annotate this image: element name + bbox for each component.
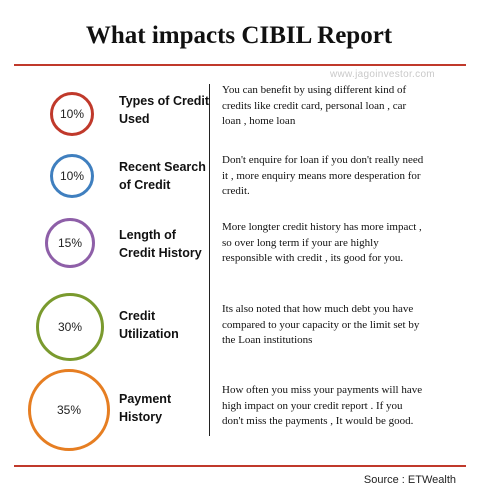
factor-payment-circle: 35% [28, 369, 110, 451]
factor-search-description: Don't enquire for loan if you don't real… [222, 154, 424, 197]
factor-types-label: Types of Credit Used [119, 94, 210, 126]
top-divider [14, 64, 466, 66]
bottom-divider [14, 465, 466, 467]
vertical-divider [209, 84, 210, 436]
factor-utilization-percent: 30% [57, 320, 83, 334]
source-credit: Source : ETWealth [363, 474, 456, 486]
factor-search-label: Recent Search of Credit [119, 160, 206, 192]
factor-search-circle: 10% [50, 154, 94, 198]
factor-payment-percent: 35% [56, 403, 82, 417]
factor-types-description: You can benefit by using different kind … [222, 84, 407, 127]
factor-utilization-label: Credit Utilization [119, 309, 179, 341]
factor-length-percent: 15% [57, 236, 83, 250]
factor-length-description: More longter credit history has more imp… [222, 221, 422, 264]
factor-payment-label: Payment History [119, 392, 172, 424]
watermark: www.jagoinvestor.com [330, 69, 435, 80]
factor-search-percent: 10% [59, 169, 85, 183]
factor-utilization-description: Its also noted that how much debt you ha… [222, 303, 420, 346]
factor-length-circle: 15% [45, 218, 95, 268]
factor-types-percent: 10% [59, 107, 85, 121]
factor-payment-description: How often you miss your payments will ha… [222, 384, 423, 427]
factor-types-circle: 10% [50, 92, 94, 136]
factor-utilization-circle: 30% [36, 293, 104, 361]
factor-length-label: Length of Credit History [119, 228, 202, 260]
page-title: What impacts CIBIL Report [85, 22, 393, 49]
